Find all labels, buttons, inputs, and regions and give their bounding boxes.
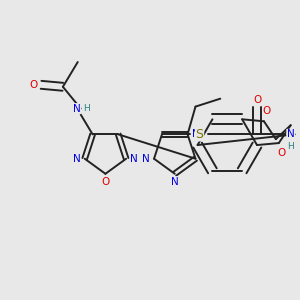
Text: O: O <box>278 148 286 158</box>
Text: H: H <box>287 142 293 151</box>
Text: N: N <box>171 177 178 187</box>
Text: O: O <box>263 106 271 116</box>
Text: N: N <box>73 154 81 164</box>
Text: S: S <box>196 128 204 141</box>
Text: O: O <box>253 95 261 105</box>
Text: N: N <box>130 154 138 164</box>
Text: H: H <box>83 104 90 113</box>
Text: N: N <box>142 154 150 164</box>
Text: N: N <box>73 103 81 114</box>
Text: O: O <box>101 177 110 187</box>
Text: N: N <box>192 129 200 139</box>
Text: O: O <box>29 80 37 90</box>
Text: N: N <box>287 129 295 139</box>
